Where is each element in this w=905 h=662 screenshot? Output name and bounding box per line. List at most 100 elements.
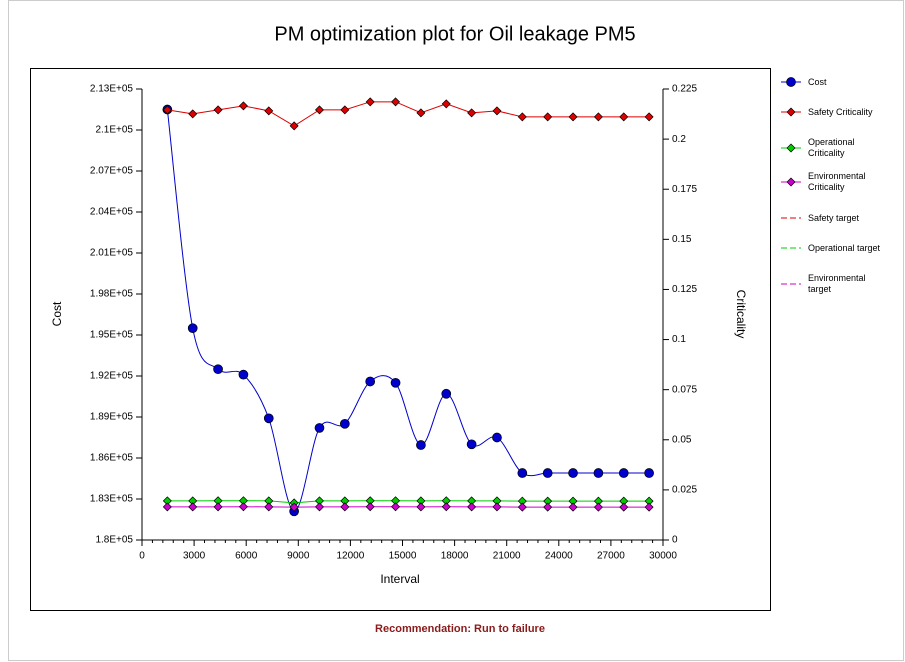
point [619, 112, 629, 122]
point [390, 377, 401, 388]
point [213, 364, 223, 375]
y-tick-label: 2.13E+05 [90, 84, 134, 95]
y2-tick-label: 0.05 [672, 434, 692, 445]
point [162, 502, 172, 512]
point [340, 502, 350, 512]
x-tick-label: 21000 [493, 551, 521, 562]
point [188, 502, 198, 512]
y-axis-label: Cost [50, 301, 64, 326]
y-tick-label: 2.1E+05 [95, 125, 133, 136]
chart-title: PM optimization plot for Oil leakage PM5 [274, 23, 635, 45]
point [391, 97, 401, 107]
y-tick-label: 1.8E+05 [95, 535, 133, 546]
legend-label: Cost [808, 76, 827, 87]
y2-tick-label: 0.025 [672, 485, 697, 496]
y-tick-label: 2.07E+05 [90, 166, 134, 177]
point [238, 502, 248, 512]
legend-label: Safety target [808, 212, 860, 223]
point [618, 468, 629, 478]
y-tick-label: 1.83E+05 [90, 494, 134, 505]
point [238, 369, 249, 380]
x-tick-label: 15000 [389, 551, 417, 562]
point [644, 502, 654, 512]
y2-tick-label: 0.175 [672, 184, 697, 195]
point [213, 502, 223, 512]
x-tick-label: 18000 [441, 551, 469, 562]
point [264, 106, 274, 116]
point [593, 468, 604, 478]
y2-tick-label: 0.075 [672, 384, 697, 395]
point [517, 112, 527, 122]
y-tick-label: 1.89E+05 [90, 412, 134, 423]
point [264, 502, 274, 512]
point [593, 112, 603, 122]
x-axis-label: Interval [380, 572, 419, 586]
y-tick-label: 1.92E+05 [90, 371, 134, 382]
point [289, 502, 299, 512]
point [391, 502, 401, 512]
point [568, 468, 578, 478]
point [339, 418, 350, 429]
y-tick-label: 1.95E+05 [90, 330, 134, 341]
x-tick-label: 3000 [183, 551, 206, 562]
legend-marker [786, 77, 796, 87]
point [568, 502, 578, 512]
point [517, 468, 528, 478]
point [644, 468, 654, 478]
point [162, 105, 172, 115]
point [289, 121, 299, 131]
y2-tick-label: 0.125 [672, 284, 697, 295]
point [213, 105, 223, 115]
y-tick-label: 2.04E+05 [90, 207, 134, 218]
legend-marker [786, 177, 796, 187]
x-tick-label: 0 [139, 551, 145, 562]
y-tick-label: 1.86E+05 [90, 453, 134, 464]
x-tick-label: 30000 [649, 551, 677, 562]
point [416, 440, 426, 450]
y2-tick-label: 0.15 [672, 234, 692, 245]
point [314, 423, 325, 433]
point [492, 106, 502, 116]
y2-tick-label: 0.225 [672, 84, 697, 95]
point [314, 502, 324, 512]
point [542, 468, 553, 478]
point [441, 388, 452, 399]
series-line [166, 109, 650, 512]
point [492, 502, 502, 512]
x-tick-label: 24000 [545, 551, 573, 562]
point [187, 323, 198, 334]
point [340, 105, 350, 115]
point [467, 502, 477, 512]
point [644, 112, 654, 122]
plot-frame [30, 68, 771, 611]
y2-tick-label: 0.2 [672, 134, 686, 145]
point [517, 502, 527, 512]
legend-marker [786, 143, 796, 153]
legend-marker [786, 107, 796, 117]
y2-axis-label: Criticality [734, 290, 748, 339]
y-tick-label: 1.98E+05 [90, 289, 134, 300]
point [441, 502, 451, 512]
point [416, 502, 426, 512]
x-tick-label: 27000 [597, 551, 625, 562]
point [416, 108, 426, 118]
point [467, 108, 477, 118]
point [441, 99, 451, 109]
point [466, 439, 477, 450]
x-tick-label: 6000 [235, 551, 258, 562]
recommendation: Recommendation: Run to failure [375, 623, 545, 635]
point [365, 502, 375, 512]
point [593, 502, 603, 512]
point [314, 105, 324, 115]
point [543, 112, 553, 122]
point [263, 413, 274, 424]
point [543, 502, 553, 512]
legend-label: Operational target [808, 242, 881, 253]
legend-label: Operational Criticality [808, 137, 855, 158]
point [238, 101, 248, 111]
y-tick-label: 2.01E+05 [90, 248, 134, 259]
point [365, 97, 375, 107]
outer-frame [8, 0, 904, 661]
